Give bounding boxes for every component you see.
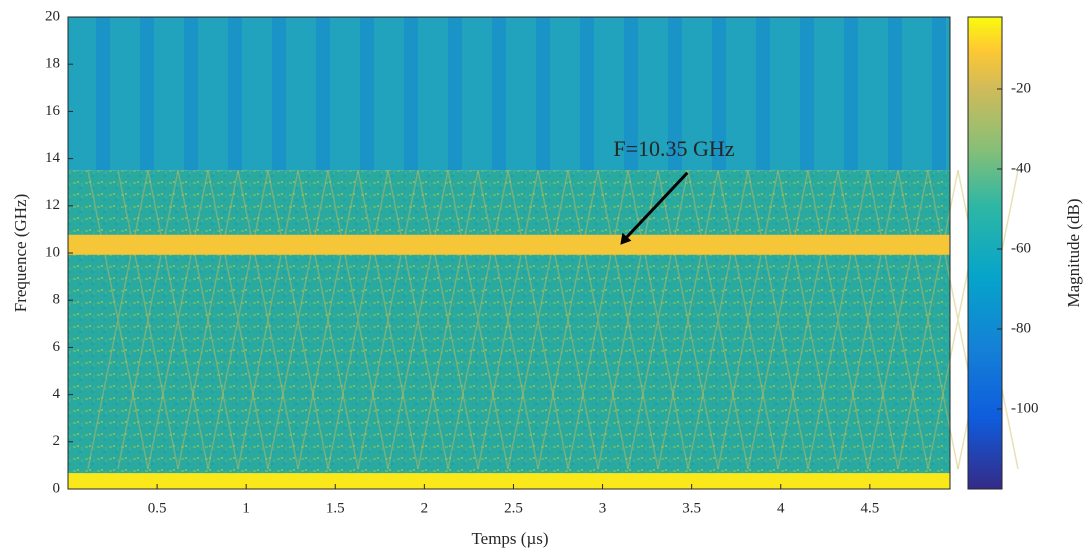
y-tick-label: 16 (45, 103, 61, 119)
chirp-trace (837, 170, 899, 470)
chirp-trace (357, 170, 419, 470)
chirp-trace (777, 170, 839, 470)
chirp-trace (537, 170, 599, 470)
y-tick-label: 14 (45, 150, 61, 166)
chirp-trace (657, 170, 719, 470)
colorbar-tick-label: -80 (1011, 320, 1031, 336)
chirp-trace (147, 170, 209, 470)
x-tick-label: 3.5 (682, 500, 701, 516)
x-tick-label: 2.5 (504, 500, 523, 516)
chirp-trace (717, 170, 779, 470)
y-axis-label: Frequence (GHz) (11, 194, 30, 312)
colorbar-label: Magnitude (dB) (1064, 198, 1083, 307)
x-tick-label: 0.5 (148, 500, 167, 516)
chirp-trace (267, 170, 329, 470)
x-tick-label: 1 (242, 500, 250, 516)
y-tick-label: 10 (45, 244, 60, 260)
chirp-trace (687, 170, 749, 470)
annotation-arrowhead (620, 232, 632, 245)
x-tick-label: 3 (599, 500, 607, 516)
chirp-trace (747, 170, 809, 470)
spectrogram-background (68, 17, 950, 171)
y-tick-label: 0 (53, 480, 61, 496)
x-tick-label: 1.5 (326, 500, 345, 516)
chirp-trace (867, 170, 929, 470)
chirp-trace (387, 170, 449, 470)
y-tick-label: 20 (45, 8, 60, 24)
y-tick-label: 8 (53, 292, 61, 308)
chirp-trace (447, 170, 509, 470)
chirp-trace (477, 170, 539, 470)
chirp-trace (897, 170, 959, 470)
y-tick-label: 2 (53, 433, 61, 449)
x-tick-label: 2 (421, 500, 429, 516)
chirp-trace (597, 170, 659, 470)
chirp-trace (237, 170, 299, 470)
chirp-trace (807, 170, 869, 470)
colorbar-tick-label: -40 (1011, 160, 1031, 176)
chirp-trace (87, 170, 149, 470)
chirp-trace (327, 170, 389, 470)
x-tick-label: 4.5 (860, 500, 879, 516)
frequency-band (68, 234, 950, 255)
y-tick-label: 4 (53, 386, 61, 402)
chirp-trace (177, 170, 239, 470)
x-tick-label: 4 (777, 500, 785, 516)
annotation-arrow (623, 171, 689, 241)
x-axis-label: Temps (µs) (471, 529, 548, 548)
colorbar-tick-label: -20 (1011, 80, 1031, 96)
y-tick-label: 18 (45, 56, 60, 72)
chirp-trace (297, 170, 359, 470)
colorbar-tick-label: -100 (1011, 400, 1039, 416)
y-tick-label: 6 (53, 339, 61, 355)
y-tick-label: 12 (45, 197, 60, 213)
chirp-trace (507, 170, 569, 470)
colorbar-tick-label: -60 (1011, 240, 1031, 256)
colorbar (967, 16, 1003, 490)
chirp-trace (627, 170, 689, 470)
plot-area (67, 16, 1019, 490)
chirp-trace (117, 170, 179, 470)
chirp-trace (417, 170, 479, 470)
frequency-band (68, 473, 950, 489)
chirp-trace (567, 170, 629, 470)
annotation-text: F=10.35 GHz (613, 136, 734, 161)
spectrogram-background (68, 170, 950, 489)
chirp-trace (207, 170, 269, 470)
